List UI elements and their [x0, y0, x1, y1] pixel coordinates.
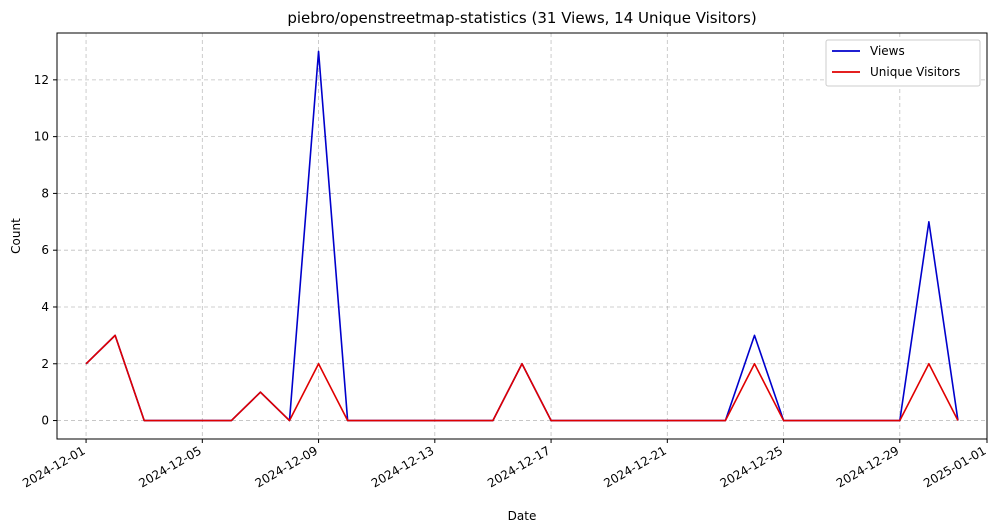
x-tick-label: 2024-12-17	[485, 443, 552, 490]
y-tick-label: 10	[34, 130, 49, 144]
chart-title: piebro/openstreetmap-statistics (31 View…	[287, 9, 756, 27]
legend-label-views: Views	[870, 44, 905, 58]
x-tick-label: 2024-12-01	[20, 443, 87, 490]
x-tick-label: 2024-12-05	[136, 443, 203, 490]
y-tick-label: 8	[41, 186, 49, 200]
legend: Views Unique Visitors	[825, 39, 981, 87]
plot-area-frame	[56, 32, 988, 440]
y-tick-label: 6	[41, 243, 49, 257]
x-tick-label: 2024-12-09	[253, 443, 320, 490]
legend-frame	[825, 39, 981, 87]
y-axis-label: Count	[9, 218, 23, 254]
x-axis-ticks: 2024-12-01 2024-12-05 2024-12-09 2024-12-13…	[20, 439, 989, 490]
y-tick-label: 0	[41, 414, 49, 428]
x-tick-label: 2024-12-13	[369, 443, 436, 490]
y-tick-label: 2	[41, 357, 49, 371]
x-tick-label: 2024-12-21	[601, 443, 668, 490]
y-tick-label: 4	[41, 300, 49, 314]
series-layer	[85, 50, 959, 422]
x-tick-label: 2025-01-01	[921, 443, 988, 490]
x-tick-label: 2024-12-25	[718, 443, 785, 490]
x-tick-label: 2024-12-29	[834, 443, 901, 490]
legend-label-unique-visitors: Unique Visitors	[870, 65, 960, 79]
series-line-unique-visitors	[85, 334, 959, 422]
grid	[57, 33, 988, 439]
y-tick-label: 12	[34, 73, 49, 87]
x-axis-label: Date	[508, 509, 537, 523]
y-axis-ticks: 0 2 4 6 8 10 12	[34, 73, 57, 428]
